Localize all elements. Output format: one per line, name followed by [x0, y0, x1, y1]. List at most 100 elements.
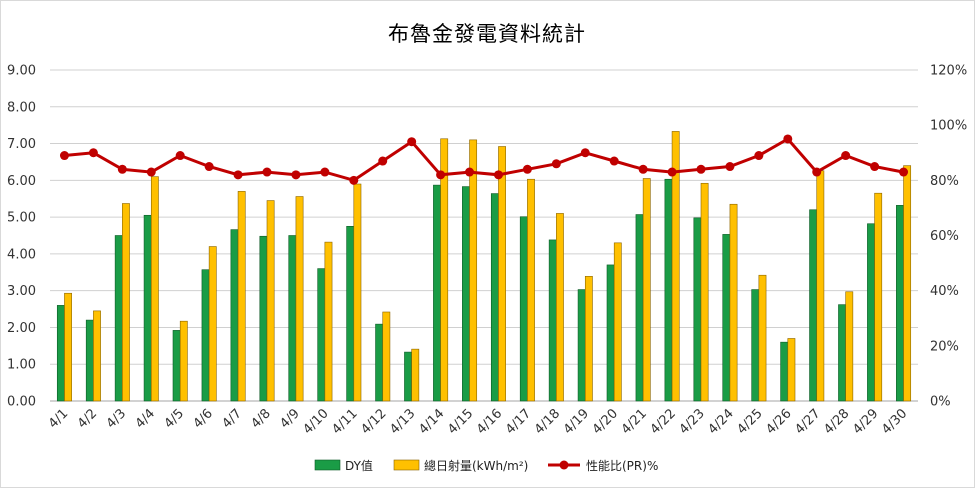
pr-line — [64, 137, 904, 182]
bar-irradiance — [382, 311, 391, 402]
bar-dy — [433, 184, 441, 402]
bar-irradiance — [237, 191, 246, 402]
bar-dy — [548, 239, 557, 402]
pr-point — [580, 148, 590, 158]
chart-title: 布魯金發電資料統計 — [388, 22, 586, 46]
bar-dy — [172, 330, 181, 402]
bar-dy — [259, 235, 268, 402]
y-right-tick-label: 0% — [930, 395, 951, 410]
bar-irradiance — [411, 348, 420, 402]
bar-irradiance — [150, 176, 159, 402]
bar-irradiance — [122, 203, 130, 402]
y-left-tick-label: 3.00 — [7, 284, 36, 299]
bar-irradiance — [353, 183, 362, 402]
pr-point — [59, 151, 69, 161]
pr-point — [407, 137, 417, 147]
bar-dy — [404, 351, 412, 402]
bar-irradiance — [64, 292, 72, 402]
bar-irradiance — [729, 203, 738, 402]
y-left-tick-label: 7.00 — [7, 137, 36, 152]
bar-dy — [201, 269, 210, 402]
bar-dy — [606, 264, 615, 402]
bar-irradiance — [845, 291, 854, 402]
pr-point — [436, 170, 446, 180]
pr-point — [696, 164, 706, 174]
gridlines — [50, 69, 918, 402]
bar-dy — [751, 289, 760, 402]
legend-swatch-irradiance — [393, 459, 420, 471]
bar-irradiance — [671, 131, 680, 402]
pr-point — [146, 167, 156, 177]
pr-point — [117, 164, 127, 174]
pr-point — [551, 159, 561, 169]
y-right-tick-label: 40% — [930, 284, 959, 299]
bar-irradiance — [208, 246, 217, 402]
legend-swatch-dy — [314, 459, 341, 471]
bar-irradiance — [469, 139, 478, 402]
bar-dy — [375, 323, 384, 402]
bar-irradiance — [758, 274, 767, 402]
bar-dy — [490, 193, 499, 402]
bar-dy — [896, 205, 904, 402]
pr-point — [291, 170, 301, 180]
pr-point — [493, 170, 503, 180]
y-left-tick-label: 0.00 — [7, 395, 36, 410]
y-left-tick-label: 4.00 — [7, 247, 36, 262]
bar-irradiance — [556, 213, 564, 402]
pr-point — [378, 156, 388, 166]
bar-irradiance — [874, 192, 883, 402]
bar-irradiance — [295, 196, 304, 402]
bar-dy — [809, 209, 818, 402]
pr-point — [465, 167, 475, 177]
pr-point — [870, 162, 880, 172]
pr-point — [320, 167, 330, 177]
pr-point — [262, 167, 272, 177]
bar-irradiance — [498, 146, 506, 402]
y-left-tick-label: 9.00 — [7, 64, 36, 79]
bar-dy — [288, 235, 297, 402]
pr-point — [88, 148, 98, 158]
pr-point — [609, 156, 619, 166]
legend-label-irradiance: 總日射量(kWh/m²) — [424, 458, 528, 473]
bar-dy — [867, 223, 875, 402]
legend-label-pr: 性能比(PR)% — [586, 459, 658, 473]
bar-irradiance — [440, 138, 449, 402]
bar-irradiance — [266, 200, 275, 402]
y-left-tick-label: 6.00 — [7, 174, 36, 189]
bar-irradiance — [324, 241, 333, 402]
bar-irradiance — [787, 338, 796, 402]
bar-dy — [462, 186, 470, 402]
y-axis-left: 0.00 1.00 2.00 3.00 4.00 5.00 6.00 7.00 8.00 9.00 — [7, 64, 36, 410]
bar-dy — [838, 304, 846, 402]
pr-point — [204, 162, 214, 172]
pr-point — [841, 151, 851, 161]
bar-irradiance — [816, 170, 825, 402]
pr-point — [638, 164, 648, 174]
bar-irradiance — [584, 276, 593, 402]
legend-label-dy: DY值 — [345, 458, 373, 473]
bar-irradiance — [613, 242, 622, 402]
pr-point — [899, 167, 909, 177]
pr-point — [783, 134, 793, 144]
bar-dy — [577, 289, 586, 402]
bar-irradiance — [527, 178, 535, 402]
legend: DY值 總日射量(kWh/m²) 性能比(PR)% — [314, 458, 658, 473]
legend-marker-pr — [559, 460, 569, 470]
bar-irradiance — [642, 178, 651, 402]
y-right-tick-label: 60% — [930, 229, 959, 244]
pr-point — [667, 167, 677, 177]
bar-dy — [143, 214, 152, 402]
y-right-tick-label: 20% — [930, 339, 959, 354]
pr-point — [812, 167, 822, 177]
y-right-tick-label: 120% — [930, 64, 967, 79]
bars — [56, 131, 912, 402]
y-left-tick-label: 8.00 — [7, 100, 36, 115]
bar-dy — [114, 235, 123, 402]
bar-dy — [693, 217, 702, 402]
y-right-tick-label: 80% — [930, 174, 959, 189]
pr-point — [725, 162, 735, 172]
pr-line-series — [59, 134, 909, 185]
y-right-tick-label: 100% — [930, 119, 967, 134]
bar-dy — [85, 319, 94, 402]
